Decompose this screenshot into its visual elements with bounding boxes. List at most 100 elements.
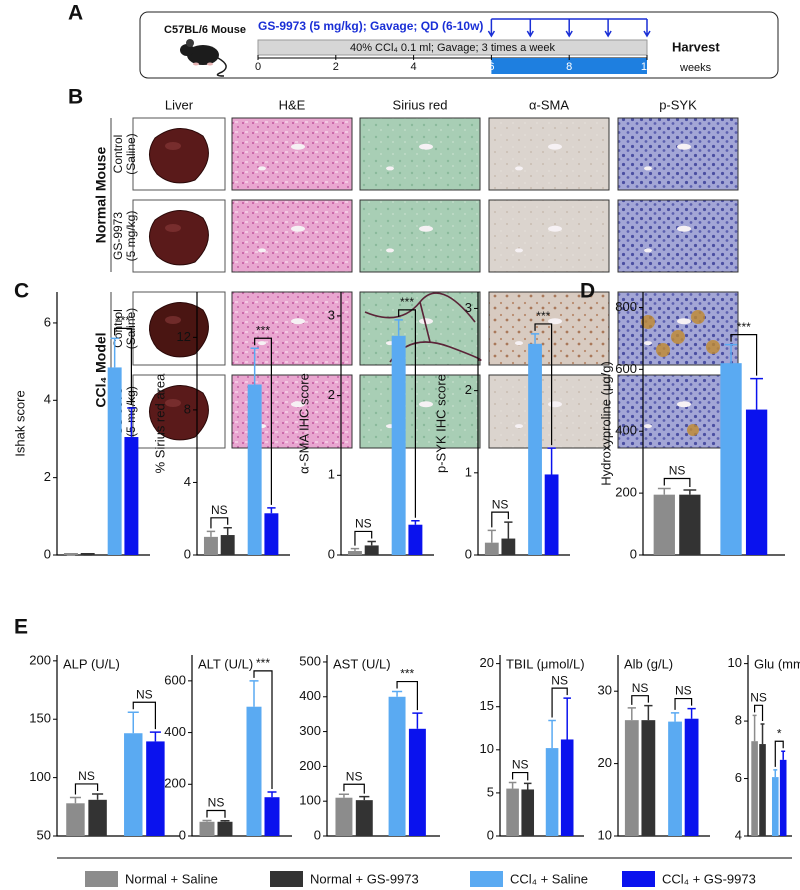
y-tick-label: 4: [735, 827, 742, 842]
column-header: Sirius red: [393, 97, 448, 112]
error-bar: [367, 540, 376, 546]
significance-label: NS: [208, 796, 225, 810]
y-tick-label: 200: [299, 758, 321, 773]
vessel: [386, 248, 394, 253]
error-bar: [110, 337, 119, 368]
y-tick-label: 200: [164, 776, 186, 791]
y-tick-label: 400: [164, 724, 186, 739]
legend-swatch: [85, 871, 118, 887]
induction-bar: [257, 39, 648, 56]
micrograph: [359, 374, 481, 449]
timeline-subject: C57BL/6 Mouse: [164, 24, 246, 36]
stain-spot: [656, 343, 670, 357]
significance-label: ***: [400, 667, 414, 681]
significance-bracket: [534, 323, 553, 446]
significance-label: NS: [750, 691, 767, 705]
legend-label: Normal + GS-9973: [310, 871, 419, 886]
y-tick-label: 8: [184, 401, 191, 416]
significance-bracket: [398, 309, 416, 518]
legend-swatch: [622, 871, 655, 887]
timeline-tick-label: 6: [488, 61, 494, 73]
y-tick-label: 15: [480, 698, 494, 713]
error-bar: [750, 377, 763, 410]
y-tick-label: 500: [299, 653, 321, 668]
significance-label: NS: [346, 769, 363, 783]
bar: [124, 437, 139, 555]
y-tick-label: 50: [37, 827, 51, 842]
liver-highlight: [165, 399, 181, 407]
dosing-arrow: [604, 19, 612, 38]
vessel: [386, 166, 394, 171]
panel-label: E: [14, 616, 28, 639]
bar: [246, 706, 262, 836]
vessel: [677, 143, 691, 150]
y-axis-label: α-SMA IHC score: [296, 373, 311, 474]
y-tick-label: 0: [328, 546, 335, 561]
y-tick-label: 1: [328, 467, 335, 482]
induction-text: 40% CCl₄ 0.1 ml; Gavage; 3 times a week: [350, 42, 556, 54]
y-tick-label: 10: [480, 741, 494, 756]
y-tick-label: 4: [184, 474, 191, 489]
bar: [779, 759, 787, 836]
bar: [745, 409, 768, 555]
y-tick-label: 0: [179, 827, 186, 842]
bar: [408, 728, 426, 836]
bar: [679, 494, 701, 555]
y-tick-label: 10: [728, 655, 742, 670]
timeline-xlabel: weeks: [679, 62, 712, 74]
significance-label: NS: [669, 464, 686, 478]
vessel: [515, 424, 523, 429]
stain-spot: [671, 330, 685, 344]
bar: [199, 821, 215, 836]
vessel: [644, 341, 652, 346]
significance-bracket: [774, 740, 784, 767]
significance-bracket: [132, 701, 156, 730]
significance-label: NS: [492, 497, 509, 511]
y-tick-label: 0: [630, 546, 637, 561]
bar: [264, 797, 280, 836]
significance-bracket: [512, 771, 529, 781]
vessel: [419, 401, 433, 408]
error-bar: [394, 319, 403, 336]
significance-label: ***: [737, 320, 751, 334]
legend-swatch: [470, 871, 503, 887]
error-bar: [523, 782, 532, 790]
row-label: (5 mg/kg): [124, 211, 138, 262]
y-tick-label: 2: [44, 469, 51, 484]
bar: [347, 551, 362, 555]
significance-bracket: [551, 687, 568, 718]
chart-title: Glu (mmol/L): [754, 656, 800, 671]
error-bar: [350, 547, 360, 552]
chart-title: ALT (U/L): [198, 656, 253, 671]
micrograph: [488, 374, 610, 449]
y-tick-label: 0: [44, 546, 51, 561]
vessel: [548, 318, 562, 325]
significance-label: NS: [78, 769, 95, 783]
y-tick-label: 600: [164, 672, 186, 687]
bar: [247, 384, 262, 555]
error-bar: [338, 793, 350, 798]
error-bar: [657, 487, 671, 495]
timeline-tick-label: 4: [411, 61, 417, 73]
significance-label: ***: [256, 323, 270, 337]
y-tick-label: 150: [29, 711, 51, 726]
liver: [149, 210, 209, 266]
micrograph: [488, 199, 610, 273]
histology-images: [132, 117, 739, 449]
bar: [720, 363, 742, 555]
legend-label: CCl₄ + GS-9973: [662, 871, 756, 886]
bar: [545, 748, 559, 836]
error-bar: [391, 690, 403, 697]
bar: [544, 474, 559, 555]
significance-bracket: [663, 477, 691, 488]
bar: [124, 733, 143, 836]
vessel: [515, 166, 523, 171]
vessel: [677, 225, 691, 232]
bar: [220, 535, 235, 555]
y-tick-label: 2: [465, 382, 472, 397]
significance-bracket: [114, 327, 132, 406]
bar: [624, 720, 639, 836]
significance-bracket: [74, 783, 99, 795]
error-bar: [359, 795, 370, 801]
bar: [641, 720, 656, 836]
